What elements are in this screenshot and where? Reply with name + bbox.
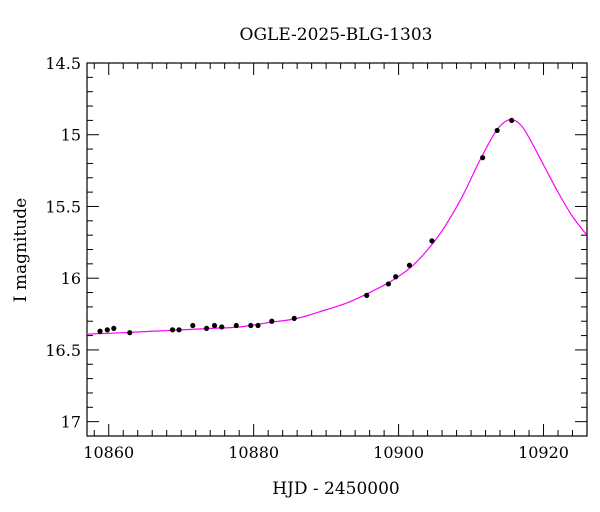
y-tick-label: 17 [61,413,81,432]
plot-area [87,117,587,336]
data-point [429,238,435,244]
data-point [406,262,413,268]
data-point [169,327,176,333]
x-tick-label: 10900 [373,443,424,462]
y-tick-label: 15 [61,126,81,145]
data-point [104,327,110,333]
x-tick-label: 10920 [518,443,569,462]
data-point [494,127,500,134]
data-point [385,281,392,287]
data-point [364,292,370,299]
x-axis-label: HJD - 2450000 [272,479,400,499]
data-point [393,274,399,280]
data-point [255,322,261,329]
data-point [176,327,182,333]
chart-title: OGLE-2025-BLG-1303 [240,25,433,45]
y-axis-label: I magnitude [11,198,31,302]
tick-labels: 10860 10880 10900 10920 14.5 15 15.5 16 16.5 17 [45,54,569,462]
data-point [190,322,196,329]
data-point [219,324,225,330]
y-tick-label: 16.5 [45,341,81,360]
data-point [233,322,239,329]
data-point [480,155,486,161]
data-point [291,315,297,321]
data-point [97,328,103,334]
data-point [269,318,275,324]
data-point [211,322,218,329]
x-tick-label: 10860 [83,443,134,462]
y-tick-label: 15.5 [45,197,81,216]
model-curve [87,119,587,335]
data-point [203,325,210,332]
data-point [111,325,117,332]
x-tick-label: 10880 [228,443,279,462]
data-point [127,330,133,336]
data-point [509,117,515,123]
y-tick-label: 16 [61,269,81,288]
data-point [248,322,254,329]
axis-ticks [87,62,588,437]
y-tick-label: 14.5 [45,54,81,73]
